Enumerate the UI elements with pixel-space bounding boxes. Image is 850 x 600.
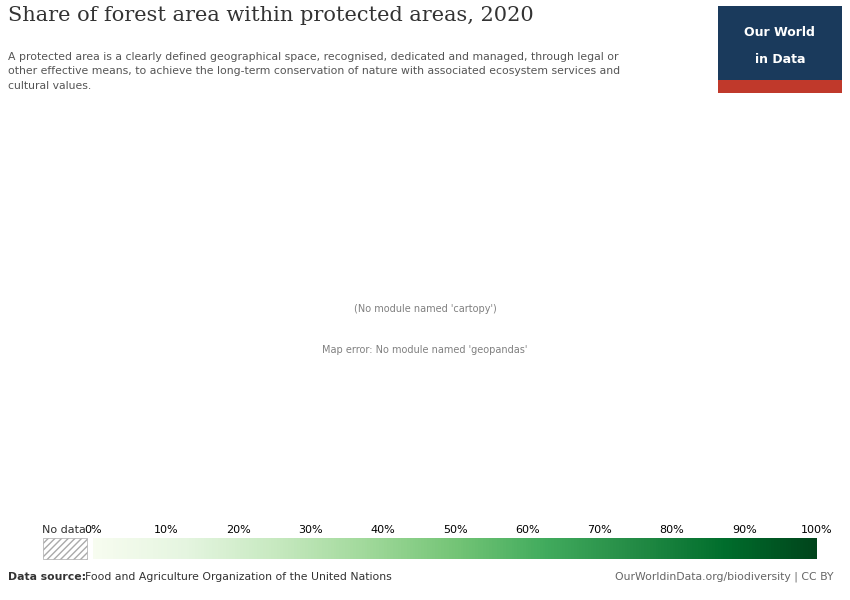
Text: Our World: Our World [745,26,815,38]
Text: Food and Agriculture Organization of the United Nations: Food and Agriculture Organization of the… [85,572,392,582]
Text: Map error: No module named 'geopandas': Map error: No module named 'geopandas' [322,346,528,355]
Text: Share of forest area within protected areas, 2020: Share of forest area within protected ar… [8,6,535,25]
Bar [42,538,87,559]
Text: No data: No data [42,525,87,535]
Text: OurWorldinData.org/biodiversity | CC BY: OurWorldinData.org/biodiversity | CC BY [615,572,833,583]
Text: (No module named 'cartopy'): (No module named 'cartopy') [354,304,496,314]
Text: A protected area is a clearly defined geographical space, recognised, dedicated : A protected area is a clearly defined ge… [8,52,620,91]
Text: in Data: in Data [755,53,805,67]
Bar [718,80,842,93]
Text: Data source:: Data source: [8,572,87,582]
